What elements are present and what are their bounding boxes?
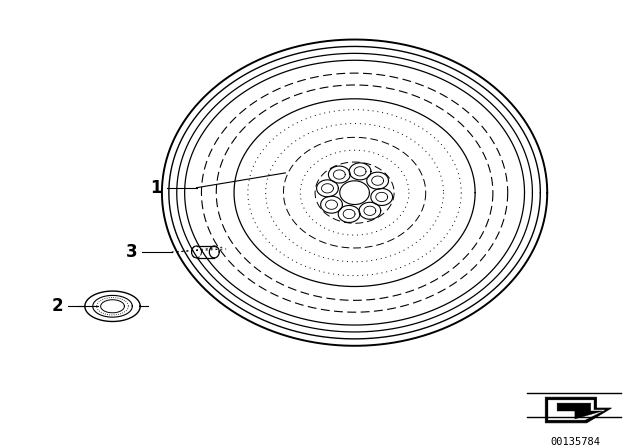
Polygon shape	[545, 397, 611, 423]
Text: 2: 2	[51, 297, 63, 315]
Text: 1: 1	[150, 179, 162, 197]
Polygon shape	[557, 403, 603, 419]
Polygon shape	[548, 400, 605, 420]
Text: 00135784: 00135784	[550, 437, 600, 447]
Text: 3: 3	[125, 243, 137, 261]
